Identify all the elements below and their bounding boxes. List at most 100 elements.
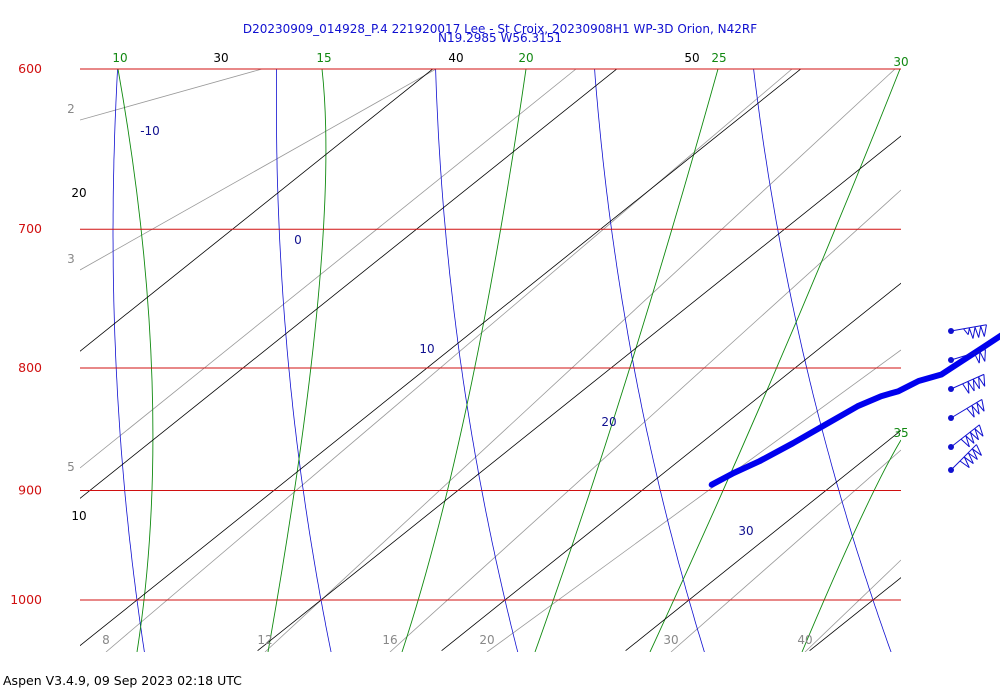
pressure-label: 600 [18,61,42,76]
mixing-ratio-line [486,349,901,652]
wind-barb-feather [969,431,975,444]
wind-barb [948,373,986,394]
wind-barb-feather [978,325,982,338]
isotherm-line [80,69,434,352]
pressure-label: 800 [18,360,42,375]
mixing-ratio-label: 16 [382,633,397,647]
wind-barb-feather-edge [980,325,985,337]
wind-barb-feather-edge [979,351,986,362]
wind-barb-staff [950,444,977,471]
wind-barb [948,399,985,421]
wind-barb-feather [981,399,985,412]
moist-adiabat-line [117,69,154,652]
wind-barb-feather-edge [959,460,970,469]
footer-version: Aspen V3.4.9, 09 Sep 2023 02:18 UTC [3,673,242,688]
wind-barb-feather [967,452,974,464]
mixing-ratio-line [80,69,437,271]
moist-adiabat-label: 30 [893,55,908,69]
wind-barb-staff [950,399,983,419]
dry-adiabat-line [594,69,705,652]
isotherm-line [80,69,618,499]
moist-adiabat-line [267,69,327,652]
pressure-label: 900 [18,482,42,497]
mixing-ratio-label: 20 [479,633,494,647]
wind-barb-feather-edge [971,405,980,415]
wind-barb-feather [983,324,987,337]
wind-barb-feather-edge [974,428,984,437]
moist-adiabat-line [649,69,901,652]
moist-adiabat-label: 25 [711,51,726,65]
wind-barb-feather-edge [963,456,974,464]
wind-barb-feather-edge [966,408,975,418]
isotherm-label: 30 [213,51,228,65]
moist-adiabat-label: 10 [112,51,127,65]
wind-barb-feather-edge [968,327,974,339]
axis-labels: 600 700 800 900 1000 30 40 50 20 10 -10 0 10 20 30 10 15… [10,51,908,647]
wind-barb-staff [950,424,980,448]
wind-barb-feather [974,428,980,440]
wind-barb-feather-edge [967,381,975,392]
mixing-ratio-label: 40 [797,633,812,647]
wind-barb-feather [976,444,982,456]
mixing-ratio-line [105,69,793,652]
moist-adiabat-label: 15 [316,51,331,65]
wind-barbs [948,324,987,473]
moist-adiabat-line [401,69,527,652]
isotherm-label: 50 [684,51,699,65]
wind-barb [948,348,986,364]
dry-adiabat-label: 30 [738,524,753,538]
temperature-sounding [708,332,1000,488]
dry-adiabat-line [112,69,145,652]
isobars [80,68,901,601]
wind-barb-feather-edge [974,326,980,338]
wind-barb-feather [971,405,975,418]
wind-barb-feather-edge [965,435,975,444]
moist-adiabats [117,69,901,652]
isotherm-line [809,577,901,652]
isotherm-line [80,69,802,647]
dry-adiabat-label: 0 [294,233,302,247]
moist-adiabat-label: 35 [893,426,908,440]
chart-title-line2: N19.2985 W56.3151 [438,31,562,45]
dry-adiabat-label: -10 [140,124,160,138]
wind-barb-feather [978,351,981,364]
wind-barb-feather [976,402,980,415]
wind-barb-feather [963,456,970,468]
mixing-ratio-label: 2 [67,102,75,116]
moist-adiabat-line [801,439,901,652]
mixing-ratio-line [264,69,896,652]
wind-barb-feather-edge [960,438,970,448]
temperature-trace [708,332,1000,488]
mixing-ratio-label: 8 [102,633,110,647]
wind-barb-feather [972,379,975,392]
moist-adiabat-label: 20 [518,51,533,65]
chart-title-line1: D20230909_014928_P.4 221920017 Lee - St … [243,22,757,36]
wind-barb-feather-edge [976,402,985,412]
wind-barb [948,424,984,450]
mixing-ratio-line [80,69,263,121]
wind-barb-feather-edge [972,378,980,389]
isotherm-label: 20 [71,186,86,200]
pressure-label: 1000 [10,592,42,607]
mixing-ratio-label: 30 [663,633,678,647]
wind-barb-feather-edge [969,431,979,441]
dry-adiabat-label: 10 [419,342,434,356]
isotherms [80,69,901,652]
wind-barb-feather [967,327,970,335]
wind-barb-feather-edge [962,383,970,394]
mixing-ratio-line [804,559,901,652]
wind-barb-feather [978,424,984,437]
moist-adiabat-line [534,69,719,652]
wind-barb-feather [983,374,986,387]
isotherm-label: 10 [71,509,86,523]
pressure-label: 700 [18,221,42,236]
mixing-ratio-label: 12 [257,633,272,647]
mixing-ratio-lines [80,69,901,652]
wind-barb-feather [967,381,970,394]
wind-barb-feather [978,376,980,389]
dry-adiabat-label: 20 [601,415,616,429]
mixing-ratio-line [389,189,901,652]
isotherm-line [257,135,901,652]
isotherm-line [441,282,901,652]
